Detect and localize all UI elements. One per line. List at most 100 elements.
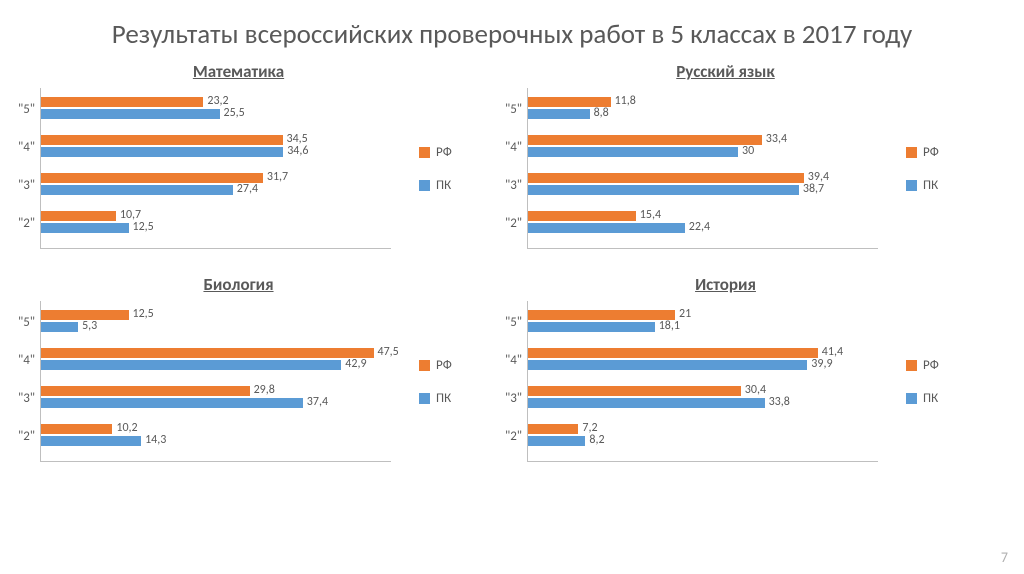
value-label: 18,1 xyxy=(659,319,680,333)
value-label: 47,5 xyxy=(378,345,399,359)
swatch-icon xyxy=(419,180,430,191)
legend-item-rf: РФ xyxy=(419,145,452,160)
swatch-icon xyxy=(419,360,430,371)
legend: РФПК xyxy=(419,301,452,462)
bar-pk xyxy=(41,185,233,195)
value-label: 25,5 xyxy=(224,106,245,120)
bar-pk xyxy=(41,398,303,408)
value-label: 11,8 xyxy=(615,94,636,108)
value-label: 31,7 xyxy=(267,170,288,184)
chart-panel: История"5"2118,1"4"41,439,9"3"30,433,8"2… xyxy=(527,274,984,462)
swatch-icon xyxy=(906,147,917,158)
y-label: "3" xyxy=(18,178,35,193)
y-label: "5" xyxy=(18,315,35,330)
legend-item-pk: ПК xyxy=(419,178,452,193)
bar-rf xyxy=(528,386,741,396)
legend-label: РФ xyxy=(436,145,452,160)
value-label: 37,4 xyxy=(307,395,328,409)
bar-pk xyxy=(528,185,799,195)
bar-rf xyxy=(41,135,283,145)
swatch-icon xyxy=(419,147,430,158)
page-title: Результаты всероссийских проверочных раб… xyxy=(0,18,1024,51)
bar-group: "5"12,55,3 xyxy=(41,309,391,337)
legend: РФ ПК xyxy=(419,88,452,249)
plot-area: "5"23,225,5"4"34,534,6"3"31,727,4"2"10,7… xyxy=(40,88,391,249)
bar-pk xyxy=(41,223,129,233)
bar-group: "4"34,534,6 xyxy=(41,134,391,162)
bar-group: "3"30,433,8 xyxy=(528,385,878,413)
charts-grid: Математика "5"23,225,5 "4"34,534,6 "3" 31,7 2… xyxy=(0,51,1024,462)
bar-group: "2"15,422,4 xyxy=(528,210,878,238)
value-label: 8,2 xyxy=(589,433,604,447)
bar-rf xyxy=(528,135,762,145)
bar-pk xyxy=(41,360,341,370)
legend-label: РФ xyxy=(923,358,939,373)
value-label: 33,4 xyxy=(766,132,787,146)
bar-pk xyxy=(41,436,141,446)
chart-panel: Русский язык"5"11,88,8"4"33,430"3"39,438… xyxy=(527,61,984,249)
y-label: "3" xyxy=(505,391,522,406)
value-label: 34,6 xyxy=(287,144,308,158)
swatch-icon xyxy=(906,360,917,371)
legend: РФ ПК xyxy=(906,88,939,249)
value-label: 12,5 xyxy=(133,220,154,234)
legend: РФ ПК xyxy=(906,301,939,462)
bar-pk xyxy=(528,223,685,233)
legend-label: РФ xyxy=(923,145,939,160)
bar-pk xyxy=(41,147,283,157)
bar-group: "5"23,225,5 xyxy=(41,96,391,124)
plot-area: "5"11,88,8"4"33,430"3"39,438,7"2"15,422,… xyxy=(527,88,878,249)
bar-rf xyxy=(528,424,578,434)
bar-group: "5"11,88,8 xyxy=(528,96,878,124)
bar-group: "3"39,438,7 xyxy=(528,172,878,200)
legend-label: ПК xyxy=(923,178,938,193)
bar-group: "4"41,439,9 xyxy=(528,347,878,375)
legend-label: РФ xyxy=(436,358,452,373)
bar-pk xyxy=(528,436,585,446)
legend-label: ПК xyxy=(923,391,938,406)
y-label: "3" xyxy=(505,178,522,193)
value-label: 33,8 xyxy=(769,395,790,409)
y-label: "4" xyxy=(505,353,522,368)
bar-rf xyxy=(41,211,116,221)
bar-rf xyxy=(41,424,112,434)
chart-panel: Математика"5"23,225,5"4"34,534,6"3"31,72… xyxy=(40,61,497,249)
bar-group: "4"47,542,9 xyxy=(41,347,391,375)
panel-title: Математика xyxy=(0,61,497,82)
y-label: "2" xyxy=(505,216,522,231)
y-label: "4" xyxy=(18,140,35,155)
y-label: "3" xyxy=(18,391,35,406)
legend-item-rf: РФ xyxy=(419,358,452,373)
chart-panel: Биология"5"12,55,3"4"47,542,9"3"29,837,4… xyxy=(40,274,497,462)
y-label: "4" xyxy=(505,140,522,155)
y-label: "5" xyxy=(505,102,522,117)
value-label: 39,9 xyxy=(811,357,832,371)
bar-group: "5"2118,1 xyxy=(528,309,878,337)
y-label: "4" xyxy=(18,353,35,368)
bar-rf xyxy=(41,348,374,358)
y-label: "5" xyxy=(18,102,35,117)
swatch-icon xyxy=(906,180,917,191)
bar-rf xyxy=(41,173,263,183)
swatch-icon xyxy=(906,393,917,404)
bar-group: "4"33,430 xyxy=(528,134,878,162)
panel-title: Русский язык xyxy=(467,61,984,82)
bar-pk xyxy=(41,109,220,119)
bar-pk xyxy=(41,322,78,332)
bar-pk xyxy=(528,360,807,370)
panel-title: Биология xyxy=(0,274,497,295)
bar-rf xyxy=(528,211,636,221)
y-label: "2" xyxy=(505,429,522,444)
value-label: 30 xyxy=(742,144,754,158)
legend-item-rf: РФ xyxy=(906,145,939,160)
bar-group: "2"10,712,5 xyxy=(41,210,391,238)
y-label: "5" xyxy=(505,315,522,330)
value-label: 42,9 xyxy=(345,357,366,371)
bar-pk xyxy=(528,398,765,408)
bar-rf xyxy=(41,386,250,396)
legend-label: ПК xyxy=(436,178,451,193)
bar-group: "2"7,28,2 xyxy=(528,423,878,451)
legend-item-rf: РФ xyxy=(906,358,939,373)
value-label: 10,2 xyxy=(116,421,137,435)
y-label: "2" xyxy=(18,429,35,444)
